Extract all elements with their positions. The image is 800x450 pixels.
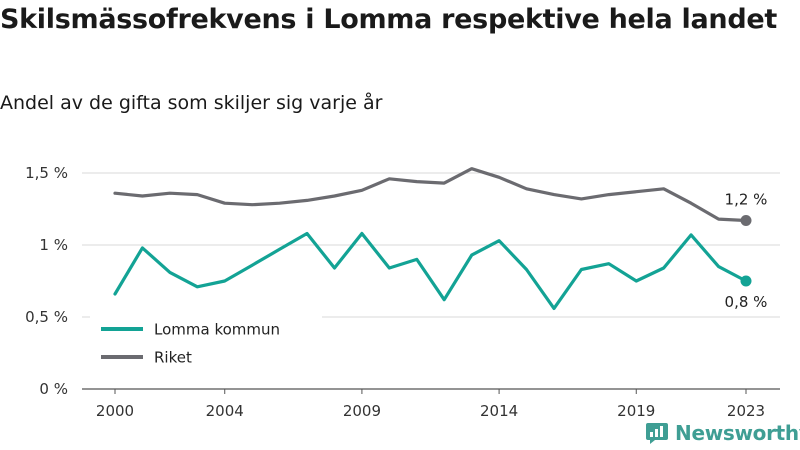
y-tick-label: 0 % [39, 380, 68, 398]
end-point-riket [740, 215, 752, 227]
chart-subtitle: Andel av de gifta som skiljer sig varje … [0, 92, 383, 114]
series-line-lomma-kommun [113, 231, 748, 310]
x-tick-label: 2009 [343, 402, 381, 420]
legend-background [90, 313, 322, 375]
x-tick-label: 2004 [206, 402, 244, 420]
newsworthy-logo-icon [645, 421, 669, 445]
end-point-lomma-kommun [740, 275, 752, 287]
x-tick-label: 2019 [617, 402, 655, 420]
brand-name: Newsworthy [675, 421, 800, 445]
brand: Newsworthy [645, 418, 800, 448]
chart-title: Skilsmässofrekvens i Lomma respektive he… [0, 4, 777, 35]
legend-label-riket: Riket [154, 349, 192, 367]
y-tick-label: 0,5 % [25, 308, 68, 326]
end-label-riket: 1,2 % [725, 191, 768, 209]
x-tick-label: 2000 [96, 402, 134, 420]
end-label-lomma-kommun: 0,8 % [725, 293, 768, 311]
x-tick-label: 2023 [727, 402, 765, 420]
y-tick-label: 1,5 % [25, 164, 68, 182]
legend: Lomma kommun Riket [90, 313, 322, 375]
x-tick-label: 2014 [480, 402, 518, 420]
legend-label-lomma-kommun: Lomma kommun [154, 321, 280, 339]
series-line-riket [113, 167, 748, 223]
y-tick-label: 1 % [39, 236, 68, 254]
